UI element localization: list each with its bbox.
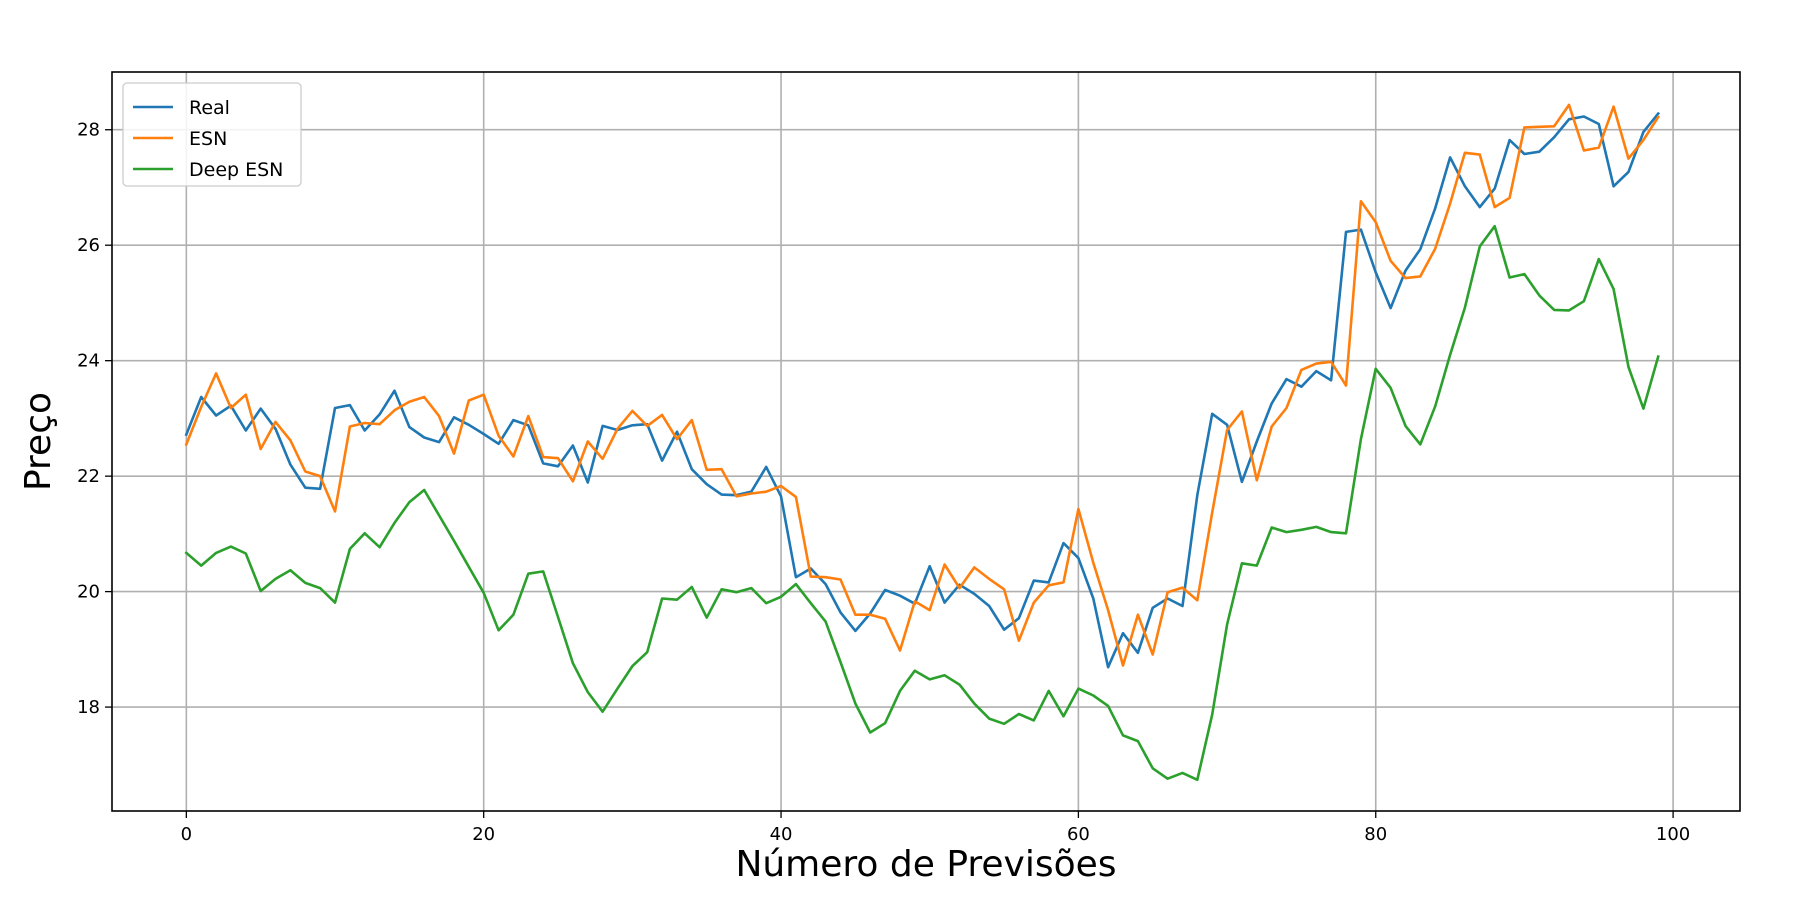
y-tick-label: 18 [77, 697, 100, 718]
series-line-deep-esn [184, 224, 1660, 782]
legend-frame [122, 82, 302, 187]
x-tick-label: 60 [1067, 824, 1090, 845]
x-axis-label: Número de Previsões [735, 844, 1116, 885]
x-tick-label: 0 [181, 824, 192, 845]
x-tick-label: 100 [1656, 824, 1690, 845]
y-axis-label: Preço [18, 392, 59, 491]
legend-label-esn: ESN [189, 128, 227, 150]
y-tick-label: 22 [77, 466, 100, 487]
plot-area-frame [111, 71, 1741, 812]
x-tick-label: 80 [1364, 824, 1387, 845]
legend-label-real: Real [189, 97, 230, 119]
y-tick-label: 26 [77, 235, 100, 256]
x-tick-label: 40 [770, 824, 793, 845]
y-tick-label: 24 [77, 351, 100, 372]
series-line-real [184, 111, 1661, 669]
x-tick-label: 20 [472, 824, 495, 845]
series-line-esn [184, 103, 1660, 667]
y-tick-label: 28 [77, 120, 100, 141]
legend: Real ESN Deep ESN [122, 82, 302, 187]
y-tick-label: 20 [77, 582, 100, 603]
legend-label-deep-esn: Deep ESN [189, 159, 283, 181]
